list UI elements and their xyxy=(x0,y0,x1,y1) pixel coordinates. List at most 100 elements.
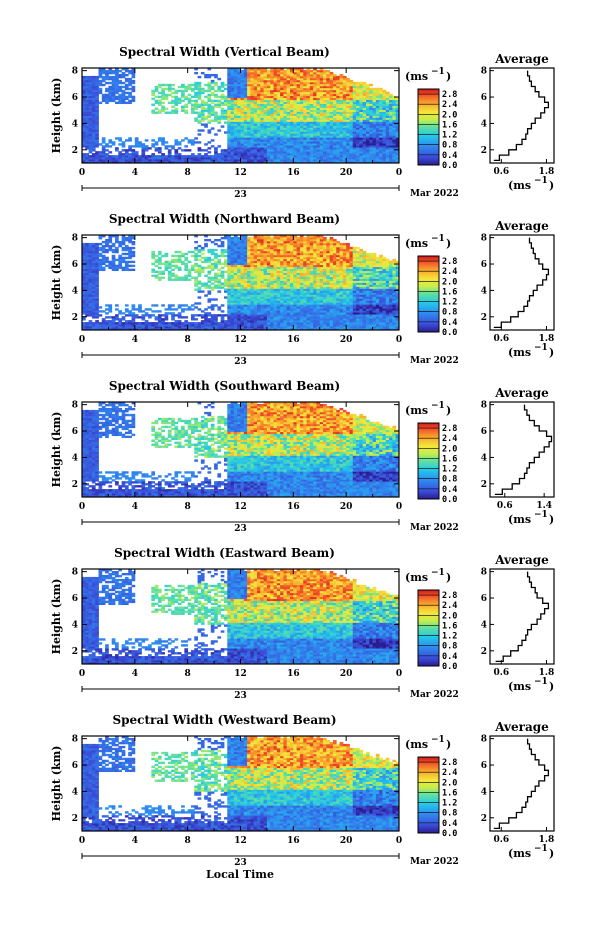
heatmap-cell xyxy=(266,87,271,91)
heatmap-cell xyxy=(98,324,103,327)
heatmap-cell xyxy=(316,81,321,85)
heatmap-cell xyxy=(276,81,281,85)
heatmap-cell xyxy=(379,87,383,91)
heatmap-cell xyxy=(128,268,132,272)
heatmap-cell xyxy=(276,105,281,108)
heatmap-cell xyxy=(233,97,238,101)
heatmap-cell xyxy=(313,101,317,105)
heatmap-cell xyxy=(174,264,179,268)
heatmap-cell xyxy=(276,91,281,95)
heatmap-cell xyxy=(95,276,99,279)
heatmap-cell xyxy=(299,135,304,138)
heatmap-cell xyxy=(233,103,238,106)
heatmap-cell xyxy=(359,93,364,97)
heatmap-cell xyxy=(385,99,390,103)
heatmap-cell xyxy=(181,107,185,110)
heatmap-cell xyxy=(174,141,179,144)
heatmap-cell xyxy=(204,115,208,118)
heatmap-cell xyxy=(385,141,390,144)
heatmap-cell xyxy=(276,99,281,103)
heatmap-cell xyxy=(280,111,284,114)
heatmap-cell xyxy=(362,133,367,136)
heatmap-cell xyxy=(329,85,334,89)
heatmap-cell xyxy=(124,314,129,317)
heatmap-cell xyxy=(382,141,387,144)
heatmap-cell xyxy=(233,87,238,91)
heatmap-cell xyxy=(273,107,278,110)
heatmap-cell xyxy=(369,111,373,114)
heatmap-cell xyxy=(309,139,314,142)
heatmap-cell xyxy=(365,121,370,124)
heatmap-cell xyxy=(85,137,89,140)
heatmap-cell xyxy=(283,161,288,164)
heatmap-cell xyxy=(392,115,397,118)
heatmap-cell xyxy=(194,119,198,122)
heatmap-cell xyxy=(356,119,360,122)
heatmap-cell xyxy=(382,137,387,140)
heatmap-cell xyxy=(359,129,364,132)
heatmap-cell xyxy=(253,81,258,85)
heatmap-cell xyxy=(85,252,89,256)
heatmap-cell xyxy=(290,121,294,124)
heatmap-cell xyxy=(346,157,350,160)
heatmap-cell xyxy=(299,147,304,150)
heatmap-cell xyxy=(154,141,159,144)
heatmap-cell xyxy=(336,83,340,87)
heatmap-cell xyxy=(273,85,278,89)
heatmap-cell xyxy=(210,298,215,301)
heatmap-cell xyxy=(98,236,103,240)
heatmap-cell xyxy=(240,83,245,87)
heatmap-cell xyxy=(290,123,294,126)
heatmap-cell xyxy=(290,131,294,134)
heatmap-cell xyxy=(346,81,350,85)
heatmap-cell xyxy=(392,139,397,142)
heatmap-cell xyxy=(164,145,169,148)
heatmap-cell xyxy=(174,153,179,156)
heatmap-cell xyxy=(293,93,298,97)
x-tick-label: 0 xyxy=(396,168,402,178)
heatmap-cell xyxy=(210,85,215,89)
heatmap-cell xyxy=(197,115,202,118)
heatmap-cell xyxy=(342,97,347,101)
heatmap-cell xyxy=(194,83,198,87)
heatmap-cell xyxy=(95,270,99,274)
heatmap-cell xyxy=(194,99,198,103)
heatmap-cell xyxy=(346,133,350,136)
heatmap-cell xyxy=(342,133,347,136)
heatmap-cell xyxy=(286,93,291,97)
heatmap-cell xyxy=(154,99,159,103)
heatmap-cell xyxy=(154,304,159,307)
heatmap-cell xyxy=(197,159,202,162)
heatmap-cell xyxy=(369,83,373,87)
heatmap-cell xyxy=(223,149,228,152)
heatmap-cell xyxy=(247,109,251,112)
heatmap-cell xyxy=(326,91,331,95)
heatmap-cell xyxy=(260,77,265,81)
heatmap-cell xyxy=(223,83,228,87)
heatmap-cell xyxy=(382,107,387,110)
heatmap-cell xyxy=(253,135,258,138)
heatmap-cell xyxy=(389,129,393,132)
heatmap-cell xyxy=(372,131,377,134)
heatmap-cell xyxy=(329,103,334,106)
heatmap-cell xyxy=(230,73,235,77)
heatmap-cell xyxy=(385,91,390,95)
heatmap-cell xyxy=(365,149,370,152)
heatmap-cell xyxy=(88,161,93,164)
heatmap-cell xyxy=(323,139,327,142)
heatmap-cell xyxy=(124,320,129,323)
heatmap-cell xyxy=(326,75,331,79)
heatmap-cell xyxy=(352,117,357,120)
heatmap-cell xyxy=(128,310,132,313)
heatmap-cell xyxy=(395,125,400,128)
heatmap-cell xyxy=(313,125,317,128)
heatmap-cell xyxy=(233,69,238,73)
heatmap-cell xyxy=(115,73,119,77)
heatmap-cell xyxy=(336,123,340,126)
heatmap-cell xyxy=(372,129,377,132)
heatmap-cell xyxy=(326,99,331,103)
heatmap-cell xyxy=(316,87,321,91)
heatmap-cell xyxy=(230,149,235,152)
heatmap-cell xyxy=(200,117,205,120)
heatmap-cell xyxy=(181,159,185,162)
